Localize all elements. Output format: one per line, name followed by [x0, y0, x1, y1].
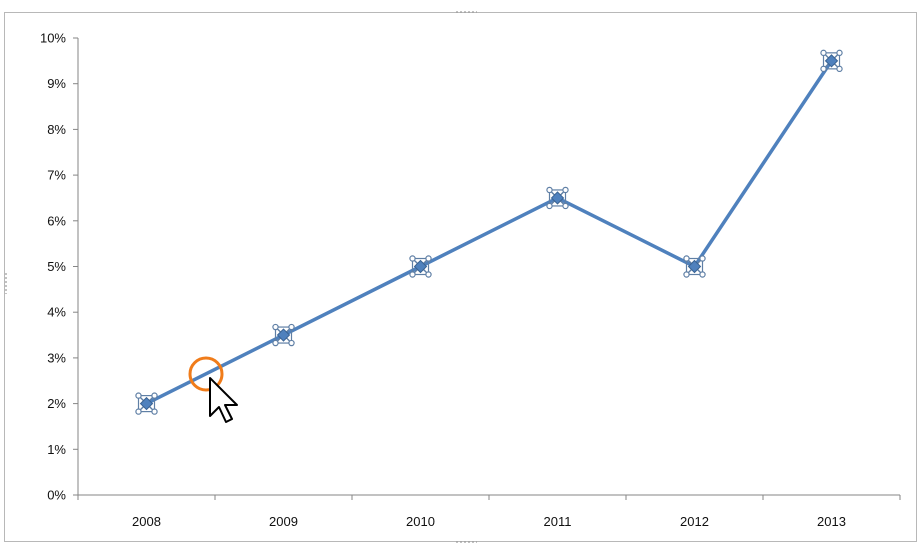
- orange-circle-icon: [188, 356, 224, 392]
- diamond-marker[interactable]: [413, 259, 428, 274]
- selection-handle[interactable]: [683, 255, 690, 262]
- point-selection-box: [411, 257, 430, 276]
- y-tick-label: 9%: [47, 76, 66, 91]
- data-point[interactable]: [683, 255, 706, 278]
- y-tick-label: 2%: [47, 396, 66, 411]
- x-tick-label: 2008: [132, 514, 161, 529]
- selection-handle[interactable]: [151, 408, 158, 415]
- y-tick-label: 6%: [47, 213, 66, 228]
- x-tick-label: 2013: [817, 514, 846, 529]
- selection-handle[interactable]: [562, 186, 569, 194]
- data-point[interactable]: [409, 255, 432, 278]
- selection-handle[interactable]: [699, 271, 706, 278]
- selection-handle[interactable]: [135, 392, 142, 399]
- selection-handle[interactable]: [135, 408, 142, 415]
- resize-handle-top[interactable]: [455, 10, 477, 14]
- diamond-marker[interactable]: [139, 396, 154, 411]
- selection-handle[interactable]: [683, 271, 690, 278]
- selection-handle[interactable]: [562, 202, 569, 210]
- x-tick-label: 2010: [406, 514, 435, 529]
- selection-handle[interactable]: [409, 271, 416, 278]
- y-tick-label: 1%: [47, 442, 66, 457]
- selection-handle[interactable]: [820, 65, 827, 73]
- data-point[interactable]: [272, 323, 295, 347]
- point-selection-box: [137, 395, 156, 413]
- resize-handle-left[interactable]: [4, 272, 8, 294]
- selection-handle[interactable]: [820, 49, 827, 57]
- selection-handle[interactable]: [409, 255, 416, 262]
- y-tick-label: 3%: [47, 350, 66, 365]
- selection-handle[interactable]: [425, 255, 432, 262]
- point-selection-box: [548, 189, 567, 207]
- data-point[interactable]: [820, 49, 843, 73]
- diamond-marker[interactable]: [276, 328, 291, 342]
- diamond-marker[interactable]: [550, 191, 565, 205]
- y-tick-label: 8%: [47, 122, 66, 137]
- data-point[interactable]: [546, 186, 569, 210]
- y-axis-ticks: 0% 1% 2% 3% 4% 5% 6% 7% 8% 9% 10%: [40, 31, 78, 503]
- selection-handle[interactable]: [288, 323, 295, 331]
- diamond-marker[interactable]: [687, 259, 702, 274]
- selection-handle[interactable]: [546, 202, 553, 210]
- selection-handle[interactable]: [546, 186, 553, 194]
- selection-handle[interactable]: [151, 392, 158, 399]
- data-series[interactable]: [135, 49, 843, 415]
- series-line[interactable]: [145, 59, 833, 406]
- y-tick-label: 10%: [40, 31, 66, 46]
- arrow-pointer-icon: [209, 377, 238, 423]
- selection-handle[interactable]: [272, 323, 279, 331]
- point-selection-box: [274, 326, 293, 344]
- selection-handle[interactable]: [288, 339, 295, 347]
- x-tick-label: 2009: [269, 514, 298, 529]
- x-tick-label: 2012: [680, 514, 709, 529]
- selection-handle[interactable]: [425, 271, 432, 278]
- selection-handle[interactable]: [699, 255, 706, 262]
- selection-handle[interactable]: [272, 339, 279, 347]
- y-tick-label: 0%: [47, 488, 66, 503]
- x-tick-label: 2011: [544, 514, 572, 529]
- chart-area[interactable]: [4, 12, 917, 542]
- axes: [77, 38, 900, 496]
- point-selection-box: [822, 52, 841, 70]
- data-point[interactable]: [135, 392, 158, 415]
- x-axis-ticks: 2008 2009 2010 2011 2012 2013: [77, 495, 901, 529]
- selection-handle[interactable]: [836, 49, 843, 57]
- selection-handle[interactable]: [836, 65, 843, 73]
- point-selection-box: [685, 257, 704, 276]
- y-tick-label: 4%: [47, 305, 66, 320]
- y-tick-label: 7%: [47, 168, 66, 183]
- y-tick-label: 5%: [47, 259, 66, 274]
- cursor-overlay: [188, 356, 238, 423]
- resize-handle-bottom[interactable]: [455, 540, 477, 544]
- diamond-marker[interactable]: [824, 54, 839, 68]
